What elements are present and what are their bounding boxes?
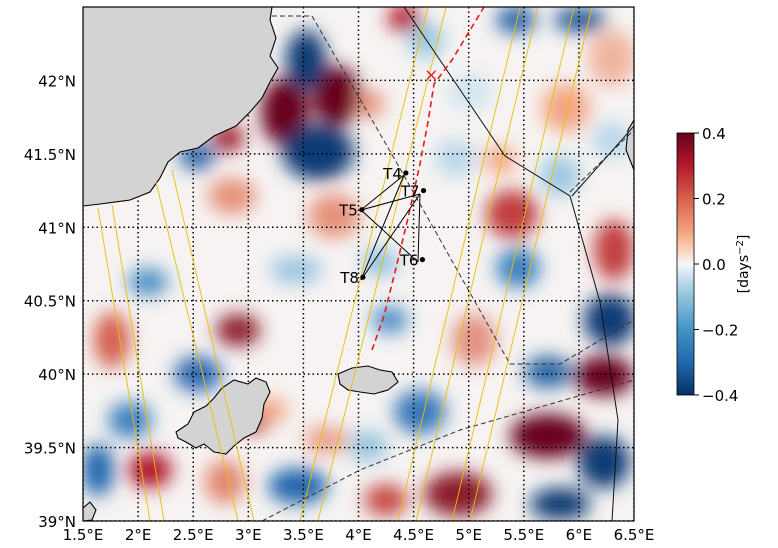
latitude-labels: 39°N 39.5°N 40°N 40.5°N 41°N 41.5°N 42°N bbox=[24, 72, 76, 531]
latitude-tick-label: 41°N bbox=[38, 219, 76, 237]
positive-anomaly bbox=[208, 178, 256, 214]
negative-anomaly bbox=[530, 488, 590, 520]
negative-anomaly bbox=[270, 256, 322, 284]
domain-border bbox=[571, 125, 634, 197]
positive-anomaly bbox=[542, 84, 590, 132]
boundary-lines bbox=[261, 15, 634, 521]
latitude-tick-label: 39°N bbox=[38, 513, 76, 531]
negative-anomaly bbox=[286, 30, 326, 90]
station-point bbox=[420, 187, 427, 194]
positive-anomaly bbox=[308, 194, 360, 238]
latitude-tick-label: 40.5°N bbox=[24, 293, 76, 311]
end-marker: × bbox=[424, 66, 438, 86]
longitude-tick-label: 4°E bbox=[345, 526, 372, 544]
positive-anomaly bbox=[594, 220, 634, 280]
negative-anomaly bbox=[592, 122, 632, 158]
negative-anomaly bbox=[268, 468, 328, 504]
negative-anomaly bbox=[282, 124, 354, 180]
positive-anomaly bbox=[312, 66, 360, 126]
station-point bbox=[359, 207, 365, 213]
station-label: T7 bbox=[400, 183, 420, 201]
longitude-tick-label: 5.5°E bbox=[503, 526, 544, 544]
positive-anomaly bbox=[574, 356, 634, 396]
positive-anomaly bbox=[484, 146, 516, 174]
domain-border bbox=[403, 7, 619, 521]
station-point bbox=[360, 274, 366, 280]
station-label: T8 bbox=[339, 269, 359, 287]
colorbar: 0.4 0.2 0.0 −0.2 −0.4 [days−2] bbox=[676, 125, 752, 405]
negative-anomaly bbox=[578, 436, 630, 488]
negative-anomaly bbox=[496, 248, 540, 288]
negative-anomaly bbox=[584, 294, 634, 346]
positive-anomaly bbox=[304, 426, 348, 454]
positive-anomaly bbox=[94, 312, 130, 368]
colorbar-tick-label: 0.2 bbox=[702, 191, 726, 209]
longitude-tick-label: 6.5°E bbox=[614, 526, 655, 544]
colorbar-tick-label: −0.4 bbox=[702, 387, 738, 405]
glider-track bbox=[371, 7, 485, 351]
positive-anomaly bbox=[510, 414, 586, 458]
map-frame bbox=[82, 6, 635, 522]
station-label: T4 bbox=[382, 165, 402, 183]
positive-anomaly bbox=[128, 452, 172, 488]
station-label: T6 bbox=[399, 252, 419, 270]
negative-anomaly bbox=[436, 140, 476, 176]
station-point bbox=[403, 170, 409, 176]
station-connections bbox=[360, 174, 421, 281]
stations: T4 T5 T6 T7 T8 bbox=[338, 165, 427, 287]
longitude-tick-label: 4.5°E bbox=[393, 526, 434, 544]
eddy-field bbox=[83, 7, 634, 520]
longitude-tick-label: 3.5°E bbox=[283, 526, 324, 544]
positive-anomaly bbox=[364, 484, 408, 516]
colorbar-tick-label: −0.2 bbox=[702, 322, 738, 340]
colorbar-gradient bbox=[676, 132, 695, 396]
longitude-tick-label: 2.5°E bbox=[173, 526, 214, 544]
colorbar-ticks: 0.4 0.2 0.0 −0.2 −0.4 bbox=[694, 125, 738, 405]
latitude-tick-label: 42°N bbox=[38, 72, 76, 90]
longitude-labels: 1.5°E 2°E 2.5°E 3°E 3.5°E 4°E 4.5°E 5°E 5.5°E 6°E… bbox=[63, 526, 655, 544]
negative-anomaly bbox=[448, 74, 492, 110]
longitude-tick-label: 1.5°E bbox=[63, 526, 104, 544]
colorbar-tick-label: 0.0 bbox=[702, 256, 726, 274]
longitude-tick-label: 2°E bbox=[125, 526, 152, 544]
station-label: T5 bbox=[338, 202, 358, 220]
positive-anomaly bbox=[388, 7, 420, 32]
negative-anomaly bbox=[83, 444, 114, 496]
x-marker: × bbox=[424, 66, 438, 86]
negative-anomaly bbox=[496, 7, 536, 34]
latitude-tick-label: 39.5°N bbox=[24, 440, 76, 458]
negative-anomaly bbox=[394, 390, 446, 434]
map-panel: T4 T5 T6 T7 T8 × bbox=[83, 7, 634, 521]
ibiza-island bbox=[83, 501, 97, 521]
negative-anomaly bbox=[128, 268, 168, 296]
menorca-island bbox=[337, 365, 399, 395]
negative-anomaly bbox=[108, 402, 152, 438]
colorbar-tick-label: 0.4 bbox=[702, 125, 726, 143]
negative-anomaly bbox=[372, 306, 408, 334]
negative-anomaly bbox=[540, 156, 580, 196]
satellite-swaths bbox=[97, 7, 593, 521]
positive-anomaly bbox=[356, 90, 384, 118]
longitude-tick-label: 5°E bbox=[455, 526, 482, 544]
positive-anomaly bbox=[452, 314, 496, 366]
negative-anomaly bbox=[174, 356, 222, 392]
mallorca-island bbox=[175, 377, 271, 455]
colorbar-label: [days−2] bbox=[735, 235, 752, 294]
positive-anomaly bbox=[205, 460, 245, 504]
latitude-tick-label: 40°N bbox=[38, 366, 76, 384]
land bbox=[83, 7, 634, 521]
station-point bbox=[419, 256, 426, 263]
longitude-tick-label: 6°E bbox=[566, 526, 593, 544]
negative-anomaly bbox=[348, 430, 388, 462]
positive-anomaly bbox=[261, 78, 309, 146]
positive-anomaly bbox=[588, 30, 634, 86]
positive-anomaly bbox=[486, 190, 538, 238]
positive-anomaly bbox=[216, 314, 260, 346]
latitude-tick-label: 41.5°N bbox=[24, 146, 76, 164]
longitude-tick-label: 3°E bbox=[235, 526, 262, 544]
iberian-coast bbox=[83, 7, 279, 207]
negative-anomaly bbox=[554, 8, 606, 32]
